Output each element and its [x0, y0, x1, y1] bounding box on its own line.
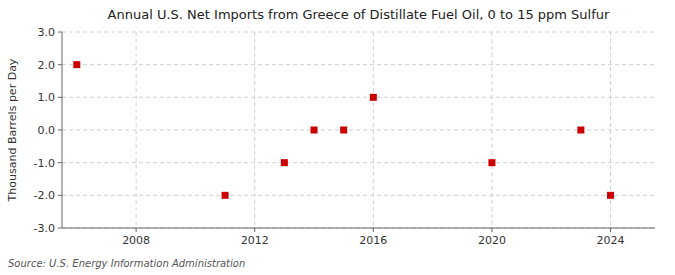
grid-line-y [62, 195, 655, 196]
point [488, 159, 495, 166]
x-axis-line [62, 228, 655, 229]
y-tick [58, 228, 62, 229]
y-tick-label: 0.0 [38, 124, 56, 137]
grid-line-y [62, 32, 655, 33]
x-tick [491, 228, 492, 232]
point [281, 159, 288, 166]
point [311, 127, 318, 134]
x-tick-label: 2016 [359, 234, 387, 247]
grid-line-x [491, 32, 492, 228]
y-tick-label: -3.0 [34, 222, 55, 235]
point [607, 192, 614, 199]
x-tick [610, 228, 611, 232]
grid-line-x [373, 32, 374, 228]
y-tick-label: 2.0 [38, 59, 56, 72]
point [222, 192, 229, 199]
y-tick-label: -2.0 [34, 189, 55, 202]
point [340, 127, 347, 134]
x-tick [373, 228, 374, 232]
x-tick-label: 2012 [241, 234, 269, 247]
x-tick-label: 2008 [122, 234, 150, 247]
point [577, 127, 584, 134]
background [0, 0, 675, 275]
x-tick-label: 2020 [478, 234, 506, 247]
y-tick-label: 1.0 [38, 91, 56, 104]
y-tick-label: 3.0 [38, 26, 56, 39]
y-tick [58, 162, 62, 163]
x-tick [254, 228, 255, 232]
source-annotation: Source: U.S. Energy Information Administ… [8, 258, 245, 269]
y-axis-label: Thousand Barrels per Day [6, 58, 19, 202]
points [73, 61, 614, 199]
grid-line-x [254, 32, 255, 228]
grid-line-y [62, 130, 655, 131]
grid-line-y [62, 97, 655, 98]
y-tick [58, 97, 62, 98]
x-tick-label: 2024 [597, 234, 625, 247]
y-tick [58, 130, 62, 131]
y-tick-label: -1.0 [34, 157, 55, 170]
y-tick [58, 64, 62, 65]
chart: 2008 2012 2016 2020 2024 -3.0 -2.0 -1.0 0.0 1.0 2.… [0, 0, 675, 275]
point [370, 94, 377, 101]
grid-line-y [62, 228, 655, 229]
point [73, 61, 80, 68]
grid-line-x [136, 32, 137, 228]
y-tick [58, 195, 62, 196]
x-tick [136, 228, 137, 232]
grid-line-y [62, 162, 655, 163]
grid-line-y [62, 64, 655, 65]
title: Annual U.S. Net Imports from Greece of D… [108, 7, 610, 22]
y-tick [58, 32, 62, 33]
